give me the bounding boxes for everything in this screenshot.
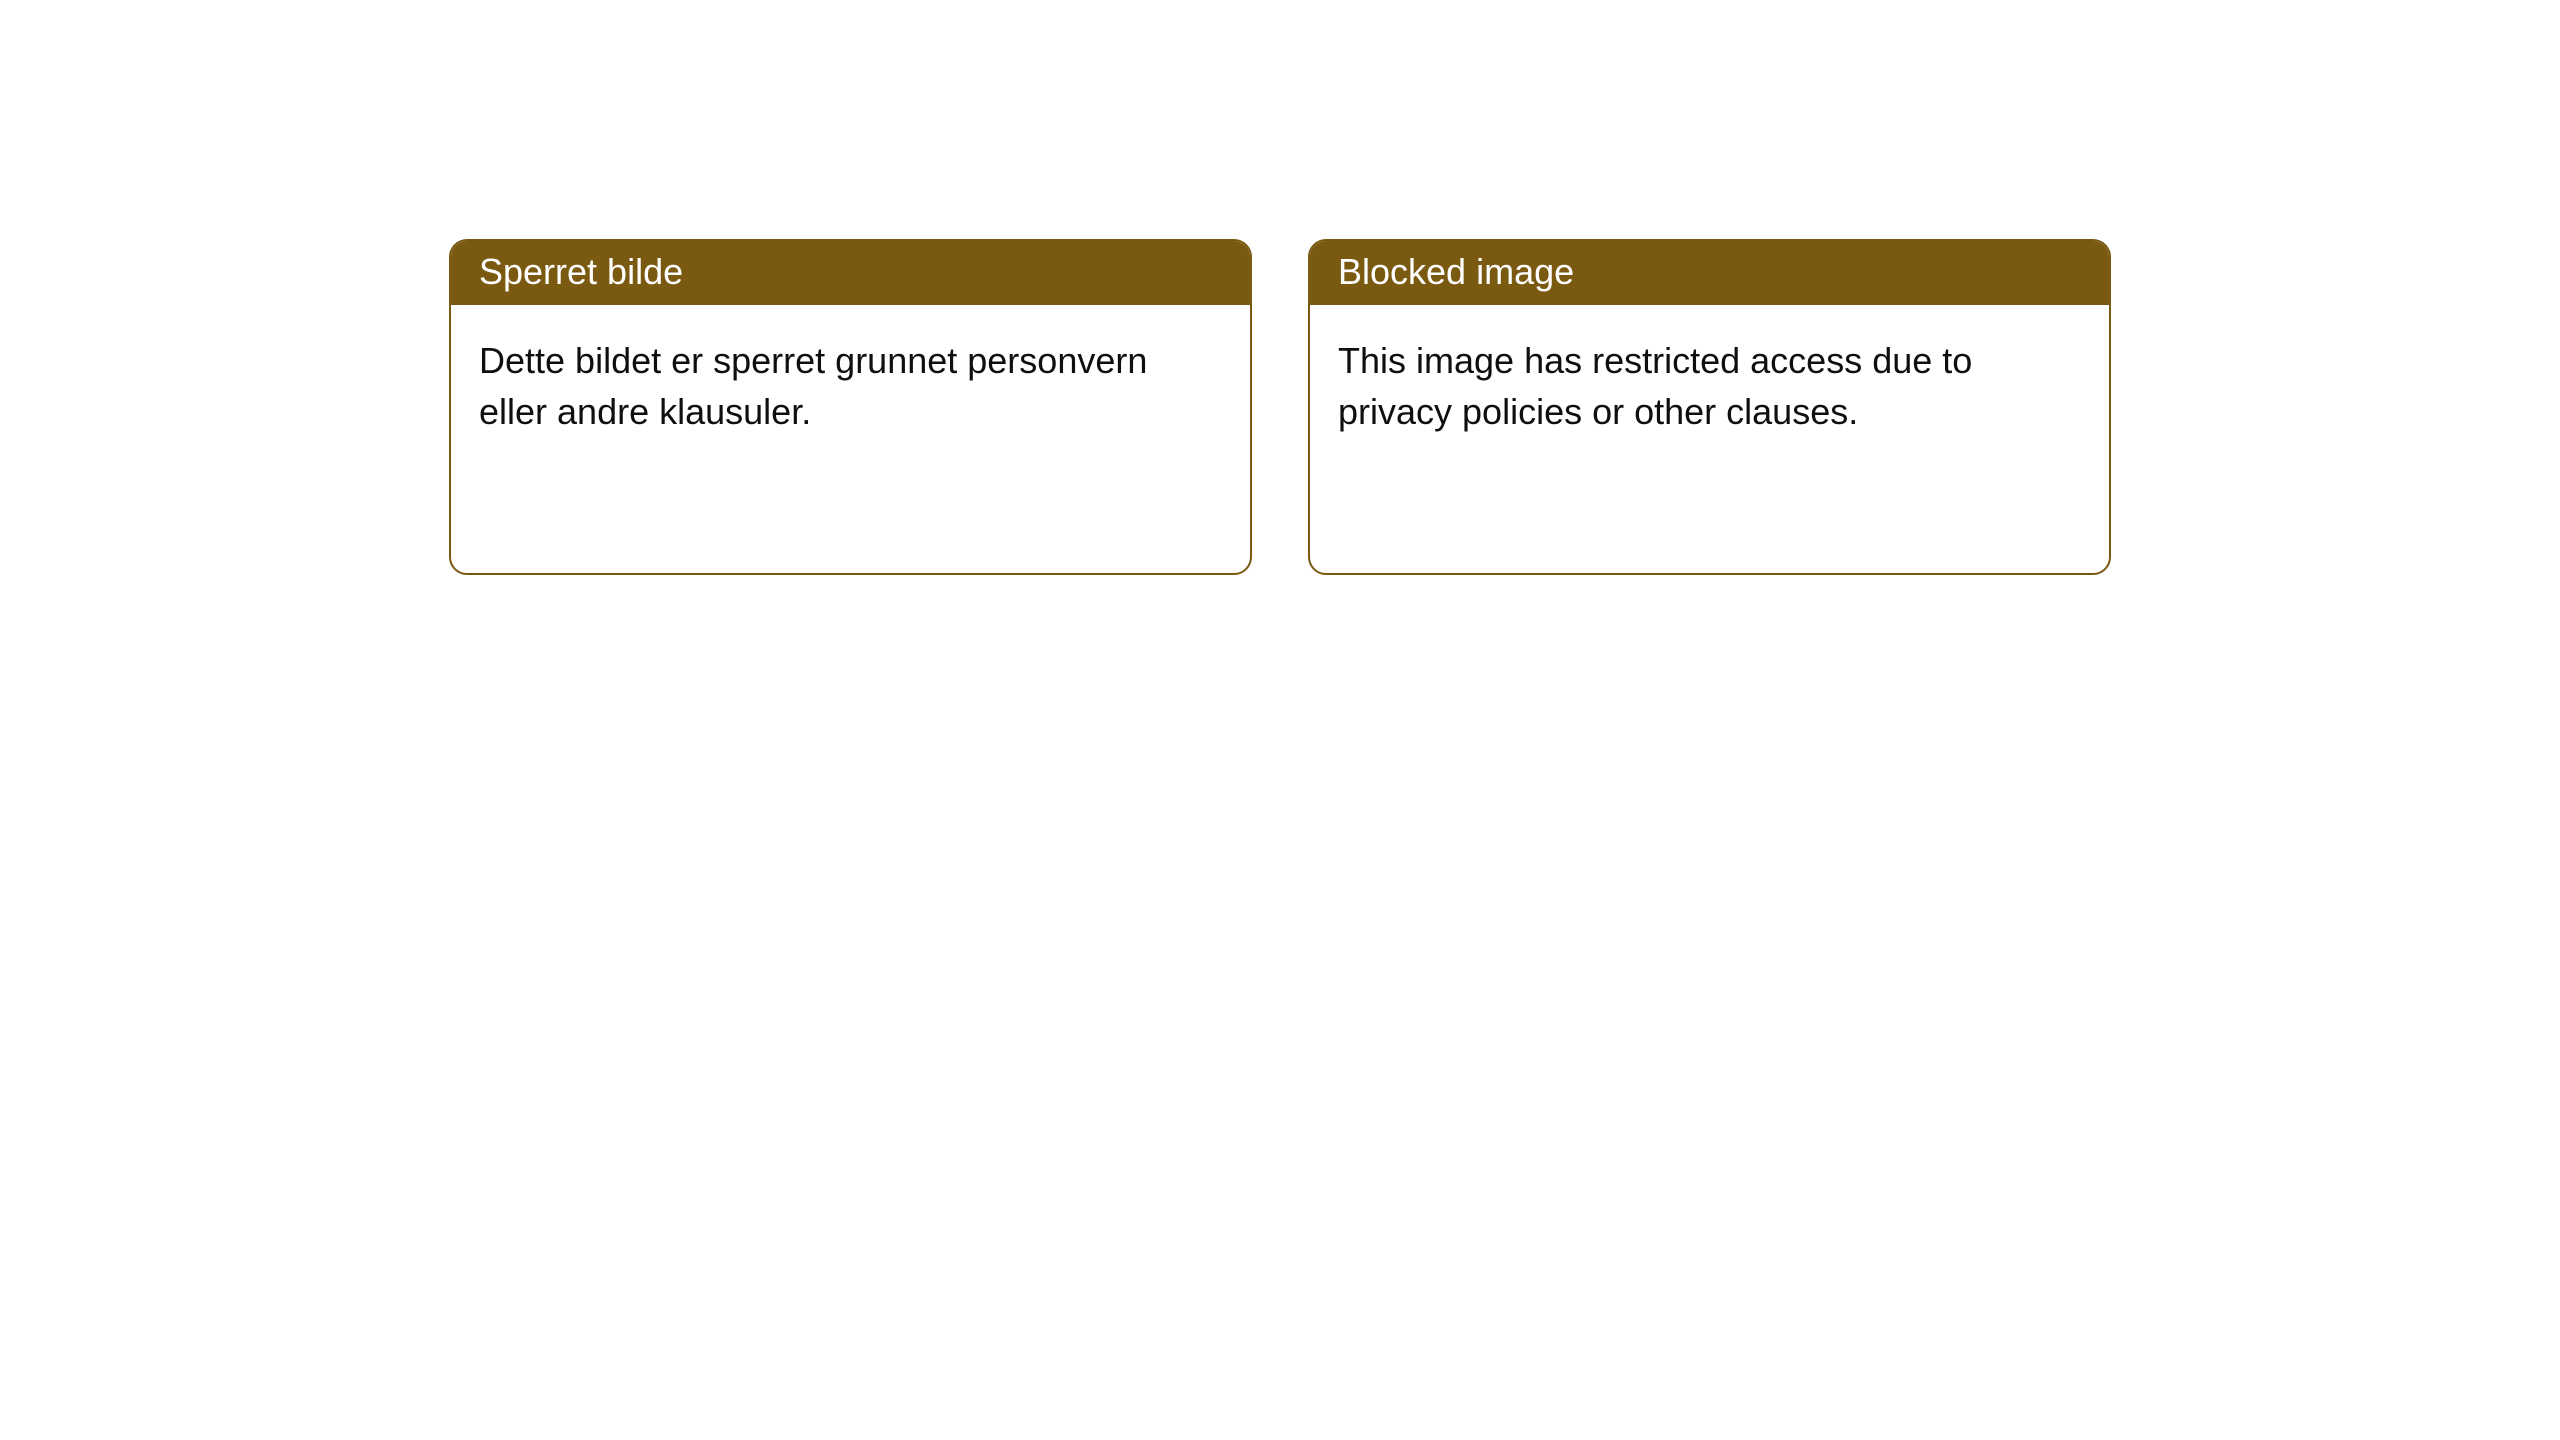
notice-header: Sperret bilde <box>451 241 1250 305</box>
notice-header: Blocked image <box>1310 241 2109 305</box>
notice-body: This image has restricted access due to … <box>1310 305 2109 467</box>
notice-box-norwegian: Sperret bilde Dette bildet er sperret gr… <box>449 239 1252 575</box>
notice-box-english: Blocked image This image has restricted … <box>1308 239 2111 575</box>
notice-container: Sperret bilde Dette bildet er sperret gr… <box>0 0 2560 575</box>
notice-body: Dette bildet er sperret grunnet personve… <box>451 305 1250 467</box>
